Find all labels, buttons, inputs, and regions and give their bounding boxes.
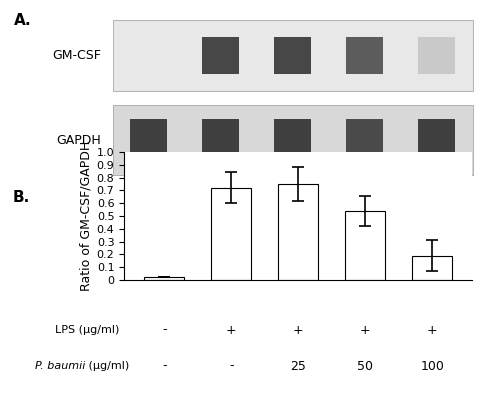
Text: 100: 100 [420, 360, 444, 372]
Bar [112, 105, 472, 175]
Text: B.: B. [12, 190, 29, 205]
Text: 25: 25 [290, 360, 306, 372]
Bar [144, 278, 185, 280]
Bar [202, 119, 239, 161]
Y-axis label: Ratio of GM-CSF/GAPDH: Ratio of GM-CSF/GAPDH [79, 141, 93, 291]
Bar [418, 119, 455, 161]
Text: LPS (μg/ml): LPS (μg/ml) [55, 325, 119, 335]
Bar [346, 37, 383, 74]
Bar [202, 37, 239, 74]
Text: GM-CSF: GM-CSF [52, 49, 101, 62]
Bar [112, 20, 472, 91]
Text: 50: 50 [357, 360, 373, 372]
Bar [412, 256, 452, 280]
Bar [418, 37, 455, 74]
Bar [274, 37, 311, 74]
Bar [211, 188, 251, 280]
Bar [274, 119, 311, 161]
Text: -: - [229, 360, 234, 372]
Text: +: + [293, 324, 303, 336]
Bar [278, 184, 318, 280]
Text: +: + [360, 324, 371, 336]
Bar [130, 119, 168, 161]
Text: +: + [226, 324, 237, 336]
Text: A.: A. [15, 13, 32, 28]
Text: +: + [427, 324, 437, 336]
Text: P. baumii: P. baumii [35, 361, 85, 371]
Text: -: - [162, 324, 167, 336]
Bar [346, 119, 383, 161]
Text: (μg/ml): (μg/ml) [85, 361, 130, 371]
Text: GAPDH: GAPDH [56, 134, 101, 146]
Bar [345, 211, 385, 280]
Text: -: - [162, 360, 167, 372]
